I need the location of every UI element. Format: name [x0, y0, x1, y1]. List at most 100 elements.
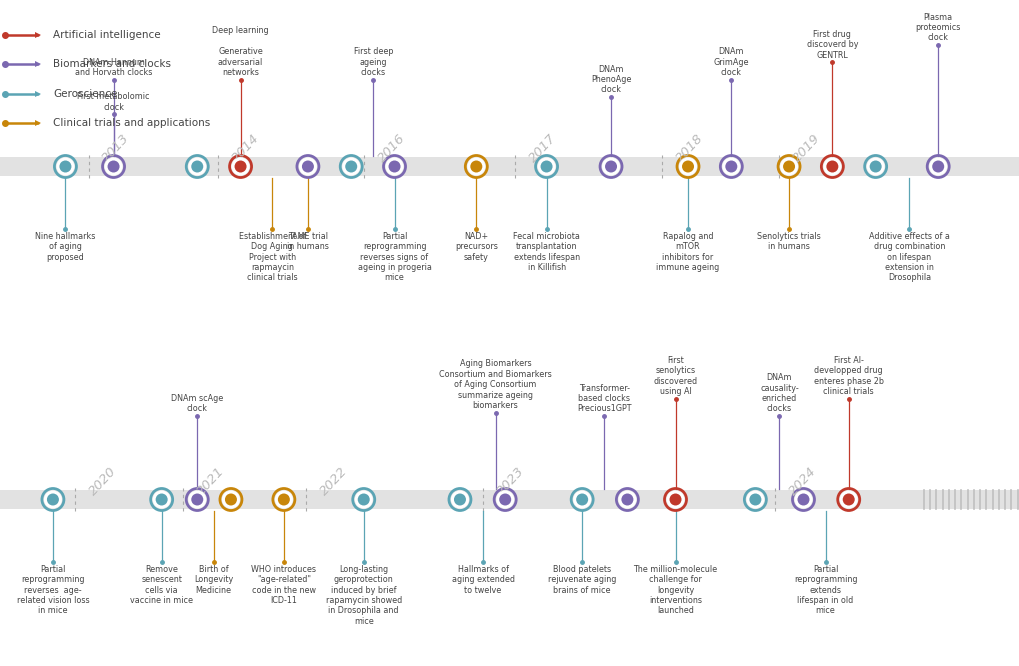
- Ellipse shape: [274, 490, 292, 509]
- Text: 2021: 2021: [195, 464, 226, 498]
- Ellipse shape: [107, 161, 119, 172]
- Text: DNAm scAge
clock: DNAm scAge clock: [171, 394, 223, 414]
- Bar: [0, 157, 1019, 176]
- Ellipse shape: [358, 494, 369, 505]
- Text: Artificial intelligence: Artificial intelligence: [53, 30, 160, 40]
- Ellipse shape: [537, 157, 555, 176]
- Ellipse shape: [573, 490, 591, 509]
- Ellipse shape: [668, 494, 681, 505]
- Ellipse shape: [794, 490, 812, 509]
- Ellipse shape: [780, 157, 797, 176]
- Ellipse shape: [189, 490, 206, 509]
- Text: First
senolytics
discovered
using AI: First senolytics discovered using AI: [653, 356, 697, 396]
- Text: Partial
reprogramming
reverses  age-
related vision loss
in mice: Partial reprogramming reverses age- rela…: [16, 565, 89, 615]
- Ellipse shape: [56, 157, 74, 176]
- Ellipse shape: [231, 157, 250, 176]
- Text: 2020: 2020: [87, 464, 119, 498]
- Ellipse shape: [931, 161, 944, 172]
- Ellipse shape: [498, 494, 511, 505]
- Text: Additive effects of a
drug combination
on lifespan
extension in
Drosophila: Additive effects of a drug combination o…: [868, 232, 949, 282]
- Ellipse shape: [540, 161, 552, 172]
- Ellipse shape: [866, 157, 883, 176]
- Ellipse shape: [928, 157, 947, 176]
- Text: Plasma
proteomics
clock: Plasma proteomics clock: [915, 13, 960, 43]
- Text: Rapalog and
mTOR
inhibitors for
immune ageing: Rapalog and mTOR inhibitors for immune a…: [656, 232, 719, 272]
- Text: First deep
ageing
clocks: First deep ageing clocks: [354, 47, 392, 77]
- Text: Transformer-
based clocks
Precious1GPT: Transformer- based clocks Precious1GPT: [577, 384, 631, 414]
- Ellipse shape: [842, 494, 854, 505]
- Ellipse shape: [277, 494, 289, 505]
- Text: WHO introduces
"age-related"
code in the new
ICD-11: WHO introduces "age-related" code in the…: [251, 565, 316, 605]
- Text: 2024: 2024: [786, 464, 817, 498]
- Ellipse shape: [797, 494, 809, 505]
- Ellipse shape: [342, 157, 360, 176]
- Text: 2023: 2023: [494, 464, 527, 498]
- Ellipse shape: [234, 161, 247, 172]
- Text: Geroscience: Geroscience: [53, 89, 117, 99]
- Ellipse shape: [299, 157, 317, 176]
- Ellipse shape: [156, 494, 167, 505]
- Ellipse shape: [725, 161, 737, 172]
- Ellipse shape: [618, 490, 636, 509]
- Text: Partial
reprogramming
extends
lifespan in old
mice: Partial reprogramming extends lifespan i…: [793, 565, 857, 615]
- Text: Deep learning

Generative
adversarial
networks: Deep learning Generative adversarial net…: [212, 27, 269, 77]
- Ellipse shape: [189, 157, 206, 176]
- Ellipse shape: [302, 161, 314, 172]
- Ellipse shape: [192, 494, 203, 505]
- Text: TAME trial
in humans: TAME trial in humans: [286, 232, 328, 251]
- Ellipse shape: [749, 494, 760, 505]
- Text: NAD+
precursors
safety: NAD+ precursors safety: [454, 232, 497, 262]
- Text: Biomarkers and clocks: Biomarkers and clocks: [53, 59, 171, 69]
- Ellipse shape: [825, 161, 838, 172]
- Ellipse shape: [453, 494, 466, 505]
- Ellipse shape: [47, 494, 59, 505]
- Text: Senolytics trials
in humans: Senolytics trials in humans: [756, 232, 820, 251]
- Text: DNAm
causality-
enriched
clocks: DNAm causality- enriched clocks: [759, 373, 798, 414]
- Text: Fecal microbiota
transplantation
extends lifespan
in Killifish: Fecal microbiota transplantation extends…: [513, 232, 580, 272]
- Text: 2022: 2022: [317, 464, 350, 498]
- Text: Long-lasting
geroprotection
induced by brief
rapamycin showed
in Drosophila and
: Long-lasting geroprotection induced by b…: [325, 565, 401, 626]
- Text: Partial
reprogramming
reverses signs of
ageing in progeria
mice: Partial reprogramming reverses signs of …: [358, 232, 431, 282]
- Text: Birth of
Longevity
Medicine: Birth of Longevity Medicine: [194, 565, 233, 595]
- Text: 2016: 2016: [375, 131, 408, 165]
- Text: First drug
discoverd by
GENTRL: First drug discoverd by GENTRL: [806, 30, 857, 60]
- Ellipse shape: [839, 490, 857, 509]
- Text: 2019: 2019: [790, 131, 822, 165]
- Text: Blood patelets
rejuvenate aging
brains of mice: Blood patelets rejuvenate aging brains o…: [547, 565, 615, 595]
- Ellipse shape: [601, 157, 620, 176]
- Ellipse shape: [470, 161, 482, 172]
- Text: Aging Biomarkers
Consortium and Biomarkers
of Aging Consortium
summarize ageing
: Aging Biomarkers Consortium and Biomarke…: [439, 360, 551, 410]
- Text: 2014: 2014: [229, 131, 262, 165]
- Ellipse shape: [746, 490, 763, 509]
- Ellipse shape: [621, 494, 633, 505]
- Ellipse shape: [822, 157, 841, 176]
- Ellipse shape: [388, 161, 400, 172]
- Ellipse shape: [495, 490, 514, 509]
- Ellipse shape: [721, 157, 740, 176]
- Ellipse shape: [355, 490, 372, 509]
- Text: 2018: 2018: [673, 131, 705, 165]
- Text: Hallmarks of
aging extended
to twelve: Hallmarks of aging extended to twelve: [451, 565, 514, 595]
- Ellipse shape: [467, 157, 485, 176]
- Ellipse shape: [192, 161, 203, 172]
- Text: Clinical trials and applications: Clinical trials and applications: [53, 118, 210, 128]
- Text: First AI-
developped drug
enteres phase 2b
clinical trials: First AI- developped drug enteres phase …: [813, 356, 882, 396]
- Ellipse shape: [783, 161, 794, 172]
- Ellipse shape: [385, 157, 404, 176]
- Ellipse shape: [682, 161, 693, 172]
- Ellipse shape: [576, 494, 588, 505]
- Ellipse shape: [44, 490, 62, 509]
- Ellipse shape: [344, 161, 357, 172]
- Text: DNAm
PhenoAge
clock: DNAm PhenoAge clock: [590, 65, 631, 95]
- Ellipse shape: [222, 490, 239, 509]
- Text: Establishment of
Dog Aging
Project with
rapmaycin
clinical trials: Establishment of Dog Aging Project with …: [238, 232, 306, 282]
- Text: 2013: 2013: [100, 131, 132, 165]
- Ellipse shape: [679, 157, 696, 176]
- Bar: [0, 490, 1019, 509]
- Text: DNAm
GrimAge
clock: DNAm GrimAge clock: [713, 47, 748, 77]
- Text: First metabolomic
clock: First metabolomic clock: [77, 93, 150, 112]
- Text: Nine hallmarks
of aging
proposed: Nine hallmarks of aging proposed: [36, 232, 96, 262]
- Ellipse shape: [604, 161, 616, 172]
- Text: Remove
senescent
cells via
vaccine in mice: Remove senescent cells via vaccine in mi…: [130, 565, 193, 605]
- Ellipse shape: [104, 157, 122, 176]
